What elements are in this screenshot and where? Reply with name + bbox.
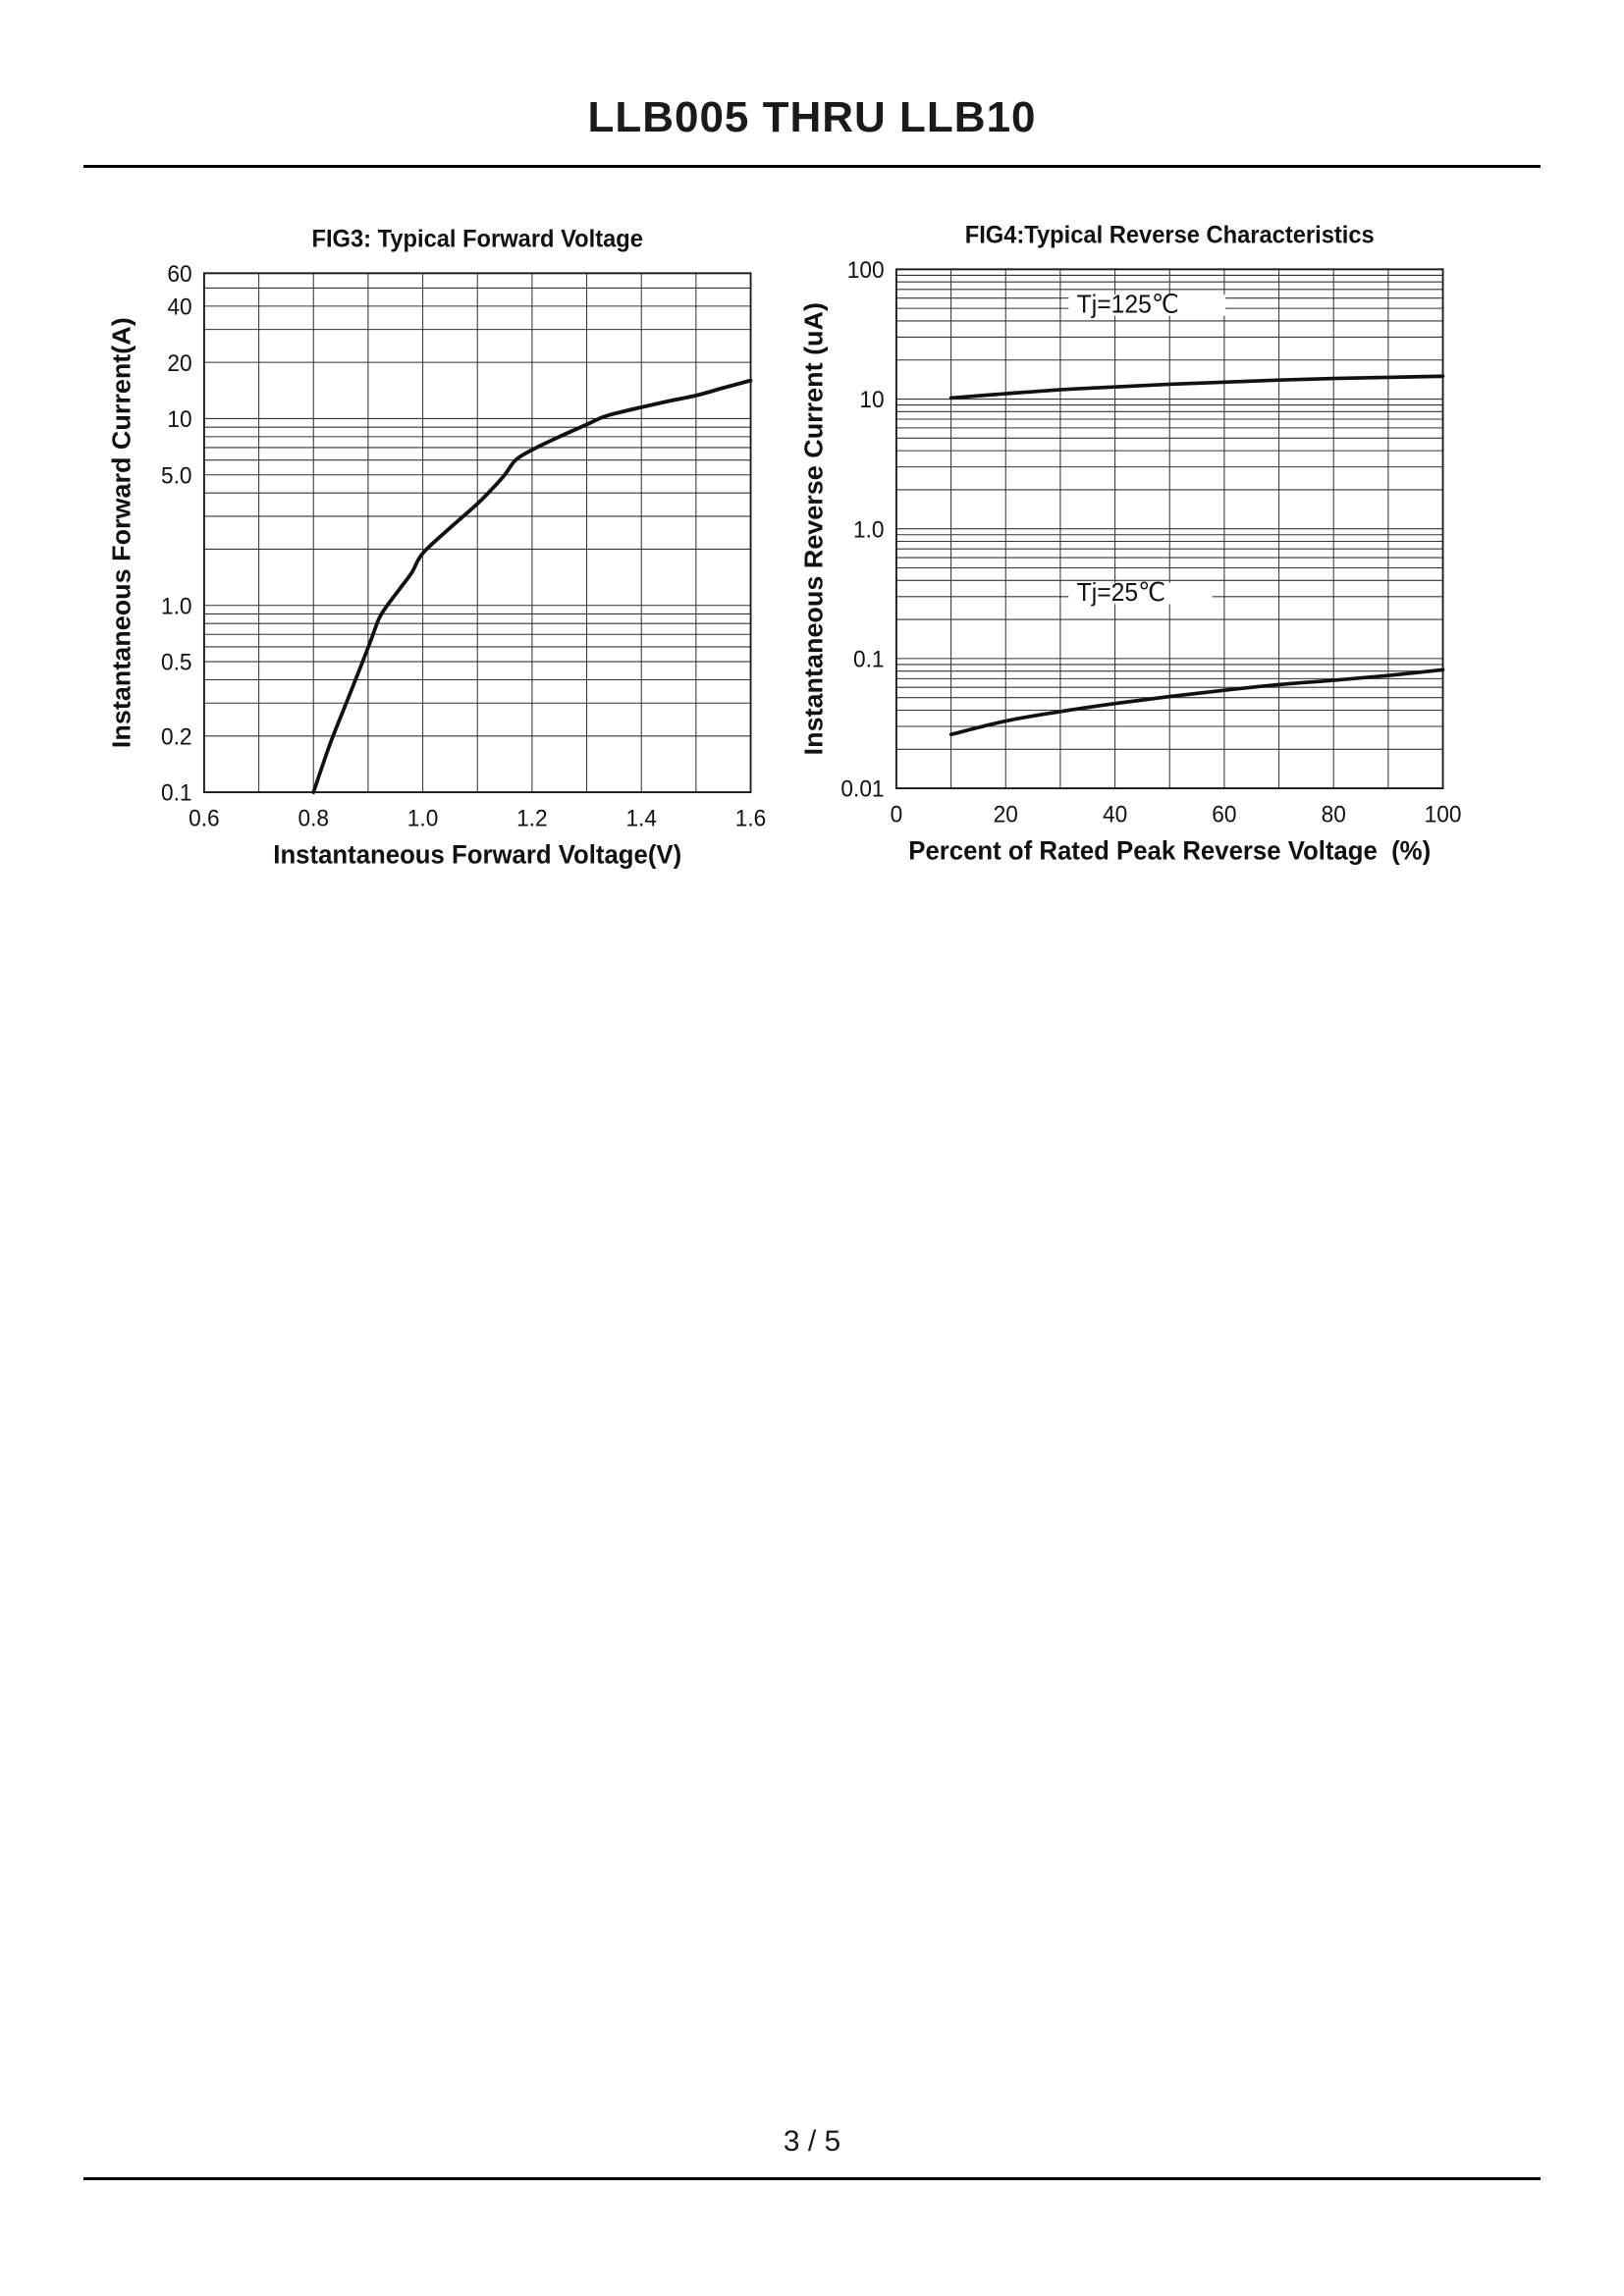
svg-text:Tj=25℃: Tj=25℃ xyxy=(1077,579,1165,608)
svg-text:0.1: 0.1 xyxy=(853,646,885,672)
svg-text:0.1: 0.1 xyxy=(161,779,192,806)
svg-text:Percent of Rated Peak Reverse: Percent of Rated Peak Reverse Voltage (%… xyxy=(908,835,1431,866)
svg-text:FIG3: Typical Forward Voltage: FIG3: Typical Forward Voltage xyxy=(312,226,643,253)
svg-text:0.6: 0.6 xyxy=(189,805,220,831)
svg-text:60: 60 xyxy=(1212,801,1236,828)
svg-text:Instantaneous Forward Voltage(: Instantaneous Forward Voltage(V) xyxy=(273,839,681,870)
svg-text:0.5: 0.5 xyxy=(161,649,192,675)
svg-text:0.8: 0.8 xyxy=(298,805,329,831)
svg-text:10: 10 xyxy=(167,406,191,433)
svg-text:0.2: 0.2 xyxy=(161,723,192,750)
svg-text:1.6: 1.6 xyxy=(735,805,767,831)
svg-text:40: 40 xyxy=(167,294,191,320)
svg-text:20: 20 xyxy=(167,349,191,376)
svg-text:0: 0 xyxy=(891,801,903,828)
svg-text:100: 100 xyxy=(1425,801,1462,828)
svg-text:FIG4:Typical Reverse Character: FIG4:Typical Reverse Characteristics xyxy=(965,222,1375,249)
svg-text:1.2: 1.2 xyxy=(516,805,548,831)
svg-text:60: 60 xyxy=(167,261,191,288)
svg-text:Instantaneous Reverse Current: Instantaneous Reverse Current (uA) xyxy=(799,302,828,755)
svg-text:1.0: 1.0 xyxy=(161,593,192,619)
svg-text:0.01: 0.01 xyxy=(840,775,884,802)
svg-text:20: 20 xyxy=(994,801,1018,828)
svg-text:1.0: 1.0 xyxy=(853,516,885,543)
svg-text:40: 40 xyxy=(1103,801,1127,828)
svg-text:100: 100 xyxy=(847,257,885,284)
svg-text:10: 10 xyxy=(859,387,884,413)
svg-text:80: 80 xyxy=(1322,801,1346,828)
svg-text:1.4: 1.4 xyxy=(625,805,657,831)
svg-text:5.0: 5.0 xyxy=(161,462,192,489)
svg-text:1.0: 1.0 xyxy=(407,805,439,831)
svg-text:Instantaneous Forward Current(: Instantaneous Forward Current(A) xyxy=(107,317,135,748)
svg-text:Tj=125℃: Tj=125℃ xyxy=(1077,291,1179,319)
